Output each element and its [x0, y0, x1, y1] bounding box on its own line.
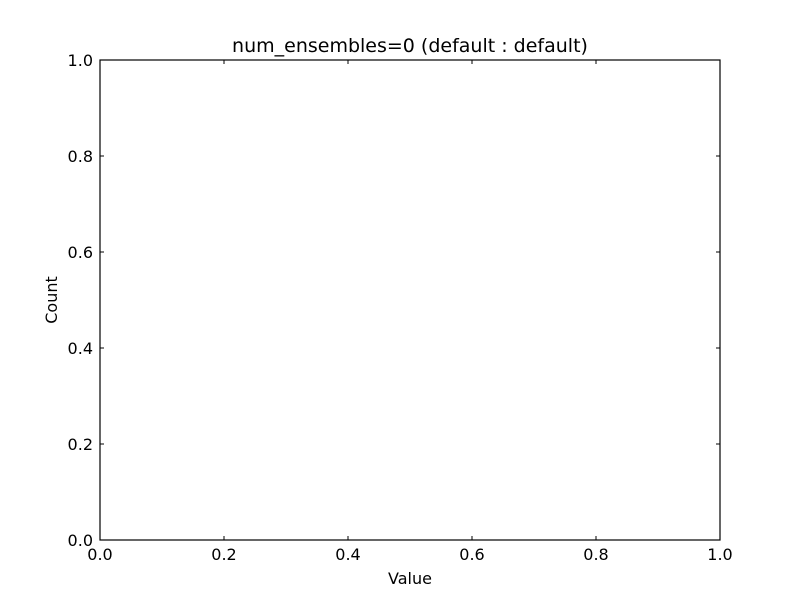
x-tick-label: 0.6	[459, 545, 484, 564]
y-axis-label: Count	[42, 276, 61, 324]
x-tick-label: 0.8	[583, 545, 608, 564]
y-tick-label: 0.0	[68, 531, 93, 550]
x-tick-label: 0.4	[335, 545, 360, 564]
x-tick-label: 0.0	[87, 545, 112, 564]
x-axis-ticks: 0.0 0.2 0.4 0.6 0.8 1.0	[87, 60, 733, 564]
y-axis-ticks: 0.0 0.2 0.4 0.6 0.8 1.0	[68, 51, 720, 550]
chart-title: num_ensembles=0 (default : default)	[232, 35, 588, 57]
x-axis-label: Value	[388, 569, 432, 588]
y-tick-label: 0.4	[68, 339, 93, 358]
plot-area	[99, 59, 721, 541]
y-tick-label: 0.6	[68, 243, 93, 262]
x-tick-label: 1.0	[707, 545, 732, 564]
y-tick-label: 0.8	[68, 147, 93, 166]
y-tick-label: 0.2	[68, 435, 93, 454]
y-tick-label: 1.0	[68, 51, 93, 70]
x-tick-label: 0.2	[211, 545, 236, 564]
